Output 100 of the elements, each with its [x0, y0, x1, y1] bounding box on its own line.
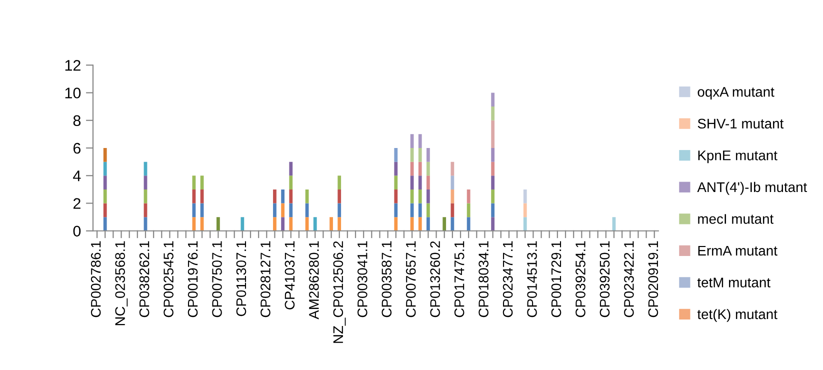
bar	[523, 203, 527, 218]
bar	[491, 176, 495, 190]
x-tick-label: CP001976.1	[188, 241, 198, 318]
x-tick-label: CP017475.1	[454, 241, 464, 318]
y-tick-label: 2	[73, 198, 80, 209]
legend-label: SHV-1 mutant	[698, 118, 784, 129]
bar	[192, 176, 196, 190]
bar	[466, 189, 470, 204]
bar	[418, 217, 422, 231]
x-tick-label: CP018034.1	[478, 241, 488, 318]
bar	[103, 217, 107, 231]
bar	[426, 217, 430, 231]
bar	[523, 217, 527, 231]
y-tick-label: 8	[73, 115, 81, 126]
x-tick-label: NZ_CP012506.2	[333, 241, 346, 343]
bar	[394, 203, 398, 218]
bar	[273, 217, 276, 231]
x-tick-label: CP014513.1	[527, 241, 537, 318]
bar	[289, 203, 293, 218]
bar	[273, 203, 276, 218]
bar	[394, 217, 398, 231]
bar	[313, 217, 317, 231]
bar	[394, 148, 398, 162]
bar	[200, 189, 204, 204]
bar	[491, 148, 495, 162]
legend-label: mecI mutant	[698, 214, 774, 224]
bar	[103, 189, 107, 204]
bar	[338, 217, 342, 231]
x-tick-label: AM286280.1	[309, 241, 319, 320]
bar	[491, 203, 495, 218]
bar	[200, 176, 204, 190]
bar	[450, 162, 454, 176]
bar	[450, 217, 454, 231]
bar	[338, 176, 342, 190]
bar	[394, 176, 398, 190]
bar	[426, 148, 430, 162]
y-tick-label: 6	[73, 142, 81, 154]
x-tick-label: CP001729.1	[551, 241, 562, 318]
x-tick-label: CP038262.1	[139, 241, 150, 318]
legend-label: KpnE mutant	[698, 150, 778, 164]
bar	[281, 203, 285, 218]
x-tick-label: CP039254.1	[576, 241, 586, 318]
x-tick-label: CP007657.1	[406, 241, 416, 318]
bar	[144, 176, 148, 190]
bar	[491, 92, 495, 107]
x-tick-label: CP023477.1	[502, 241, 513, 318]
bar	[491, 217, 495, 231]
bar	[338, 203, 342, 218]
bar	[103, 162, 107, 176]
bar	[216, 217, 220, 231]
legend-label: oqxA mutant	[698, 87, 774, 100]
x-tick-label: CP002545.1	[164, 241, 174, 318]
bar	[466, 203, 470, 218]
bar	[426, 189, 430, 204]
bar	[281, 189, 285, 204]
bar	[450, 189, 454, 204]
bar	[410, 176, 414, 190]
bar	[523, 189, 527, 204]
x-tick-label: CP013260.2	[430, 241, 440, 318]
bar	[410, 134, 414, 148]
bar	[394, 162, 398, 176]
y-tick-label: 4	[73, 170, 81, 182]
bar	[418, 148, 422, 162]
bar	[491, 162, 495, 176]
bar	[418, 134, 422, 148]
bar	[289, 162, 293, 176]
bar	[410, 189, 414, 204]
bar	[192, 189, 196, 204]
y-tick-label: 12	[65, 60, 80, 71]
legend-label: tet(K) mutant	[697, 308, 778, 322]
x-tick-label: NC_023568.1	[115, 241, 128, 326]
bar	[491, 120, 495, 148]
x-tick-label: CP023422.1	[624, 241, 634, 318]
legend-label: tetM mutant	[697, 278, 770, 288]
x-tick-label: CP020919.1	[648, 241, 658, 318]
x-tick-label: CP003041.1	[357, 241, 368, 318]
bar	[410, 148, 414, 162]
bar	[426, 176, 430, 190]
bar	[273, 189, 276, 204]
bar	[103, 176, 107, 190]
bar	[450, 203, 454, 218]
bar	[466, 217, 470, 231]
bar	[394, 189, 398, 204]
bar	[305, 189, 309, 204]
bar	[289, 189, 293, 204]
x-tick-label: CP007507.1	[212, 241, 222, 318]
legend-label: ANT(4')-Ib mutant	[697, 182, 808, 195]
bar	[103, 203, 107, 218]
bar	[491, 189, 495, 204]
bar	[418, 203, 422, 218]
bar	[240, 217, 244, 231]
y-tick-label: 0	[73, 226, 81, 237]
x-tick-label: CP039250.1	[600, 241, 610, 318]
x-tick-label: CP41037.1	[284, 241, 295, 310]
y-tick-label: 10	[65, 88, 81, 98]
bar	[418, 189, 422, 204]
bar	[103, 148, 107, 162]
bar	[491, 106, 495, 120]
legend-label: ErmA mutant	[698, 246, 778, 256]
bar	[450, 176, 454, 190]
